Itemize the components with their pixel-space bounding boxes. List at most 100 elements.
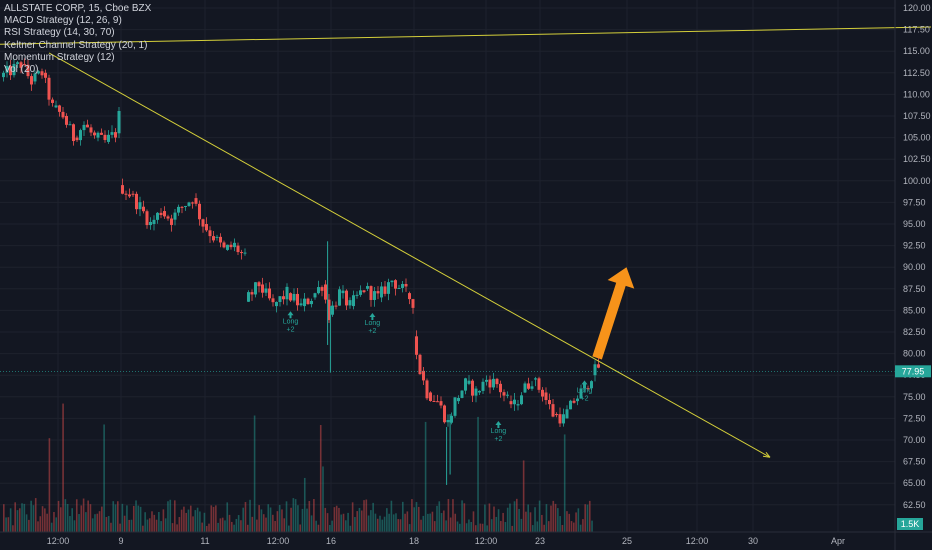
volume-bar bbox=[281, 509, 283, 532]
volume-bar bbox=[586, 504, 589, 532]
candle-body bbox=[586, 388, 590, 390]
legend-title[interactable]: ALLSTATE CORP, 15, Cboe BZX bbox=[4, 3, 152, 14]
candle-body bbox=[373, 291, 376, 300]
volume-bar bbox=[324, 507, 327, 532]
bullish-arrow[interactable] bbox=[592, 267, 635, 360]
candle-body bbox=[495, 378, 499, 385]
candle-body bbox=[303, 298, 306, 307]
volume-bar bbox=[424, 421, 427, 532]
candle-body bbox=[68, 124, 72, 126]
volume-bar bbox=[69, 516, 71, 532]
candle-body bbox=[65, 116, 68, 125]
volume-bar bbox=[85, 512, 87, 532]
volume-bar bbox=[121, 503, 124, 532]
volume-bar bbox=[14, 502, 16, 532]
volume-bar bbox=[360, 510, 363, 532]
volume-bar bbox=[591, 520, 593, 532]
price-tick-label: 110.00 bbox=[903, 89, 930, 99]
volume-bar bbox=[71, 508, 73, 532]
bullish-arrow-shape bbox=[592, 267, 635, 360]
volume-bar bbox=[338, 507, 340, 532]
candle-body bbox=[562, 414, 565, 424]
volume-bar bbox=[37, 521, 39, 532]
candle-body bbox=[576, 398, 579, 402]
volume-bar bbox=[381, 519, 384, 532]
volume-bar bbox=[233, 524, 235, 532]
candle-body bbox=[110, 132, 114, 135]
volume-bar bbox=[128, 519, 130, 532]
candle-body bbox=[394, 280, 397, 289]
volume-bar bbox=[155, 519, 158, 532]
price-axis[interactable]: 120.00 117.50 115.00 112.50 110.00 107.50 105.… bbox=[894, 0, 931, 550]
candle-body bbox=[194, 198, 198, 204]
volume-bar bbox=[568, 513, 571, 532]
candle-body bbox=[579, 388, 583, 399]
volume-bar bbox=[164, 518, 167, 532]
legend-study-rsi[interactable]: RSI Strategy (14, 30, 70) bbox=[4, 27, 115, 39]
candle-body bbox=[289, 293, 292, 301]
price-tick-label: 72.50 bbox=[903, 413, 926, 423]
trendlines[interactable] bbox=[0, 26, 932, 458]
volume-bar bbox=[322, 466, 324, 532]
candle-body bbox=[114, 132, 117, 138]
volume-bar bbox=[386, 508, 388, 532]
time-tick-label: 23 bbox=[535, 536, 545, 546]
legend-study-macd[interactable]: MACD Strategy (12, 26, 9) bbox=[4, 15, 122, 27]
time-axis[interactable]: 12:00 9 11 12:00 16 18 12:00 23 25 12:00 30 Apr bbox=[0, 531, 932, 546]
candle-body bbox=[79, 130, 82, 141]
volume-bar bbox=[169, 499, 172, 532]
volume-bar bbox=[185, 512, 187, 532]
candle-body bbox=[212, 236, 215, 241]
candle-body bbox=[537, 378, 541, 390]
candle-body bbox=[93, 132, 96, 136]
candle-body bbox=[44, 72, 47, 78]
volume-bar bbox=[272, 514, 274, 532]
volume-bar bbox=[477, 416, 479, 532]
volume-bar bbox=[541, 514, 543, 532]
candle-body bbox=[548, 400, 551, 405]
volume-bar bbox=[142, 525, 144, 532]
volume-bar bbox=[260, 509, 263, 532]
candle-body bbox=[103, 134, 107, 140]
volume-bar bbox=[488, 503, 491, 532]
candle-body bbox=[362, 290, 366, 293]
legend-study-volume[interactable]: Vol (20) bbox=[4, 64, 39, 76]
time-tick-label: 12:00 bbox=[267, 536, 290, 546]
price-tick-label: 97.50 bbox=[903, 197, 926, 207]
volume-bar bbox=[433, 521, 436, 532]
volume-bar bbox=[126, 505, 128, 532]
legend-study-keltner[interactable]: Keltner Channel Strategy (20, 1) bbox=[4, 39, 148, 51]
volume-bar bbox=[50, 522, 53, 532]
volume-bar bbox=[217, 522, 219, 532]
signal-qty: +2 bbox=[494, 436, 502, 443]
time-tick-label: 30 bbox=[748, 536, 758, 546]
volume-bar bbox=[210, 505, 213, 532]
volume-bar bbox=[525, 511, 527, 532]
volume-bar bbox=[199, 511, 201, 532]
candle-body bbox=[170, 218, 173, 225]
signal-label: Long bbox=[283, 318, 299, 325]
volume-bar bbox=[404, 513, 406, 532]
volume-bar bbox=[329, 524, 331, 532]
candle-body bbox=[152, 219, 156, 224]
volume-bar bbox=[82, 498, 85, 532]
candle-body bbox=[499, 383, 502, 393]
candle-body bbox=[128, 194, 131, 197]
volume-bar bbox=[215, 505, 217, 532]
legend-study-momentum[interactable]: Momentum Strategy (12) bbox=[4, 51, 115, 63]
volume-bar bbox=[566, 511, 568, 532]
volume-bar bbox=[135, 500, 137, 532]
candle-body bbox=[254, 282, 257, 295]
volume-bar bbox=[148, 518, 151, 532]
candle-body bbox=[513, 399, 516, 405]
volume-bar bbox=[39, 516, 42, 532]
candle-body bbox=[33, 73, 37, 82]
volume-bar bbox=[456, 521, 459, 532]
volume-bar bbox=[183, 506, 185, 532]
candle-body bbox=[443, 405, 446, 423]
volume-bar bbox=[356, 511, 358, 532]
candle-body bbox=[12, 63, 16, 76]
volume-bar bbox=[30, 500, 32, 532]
